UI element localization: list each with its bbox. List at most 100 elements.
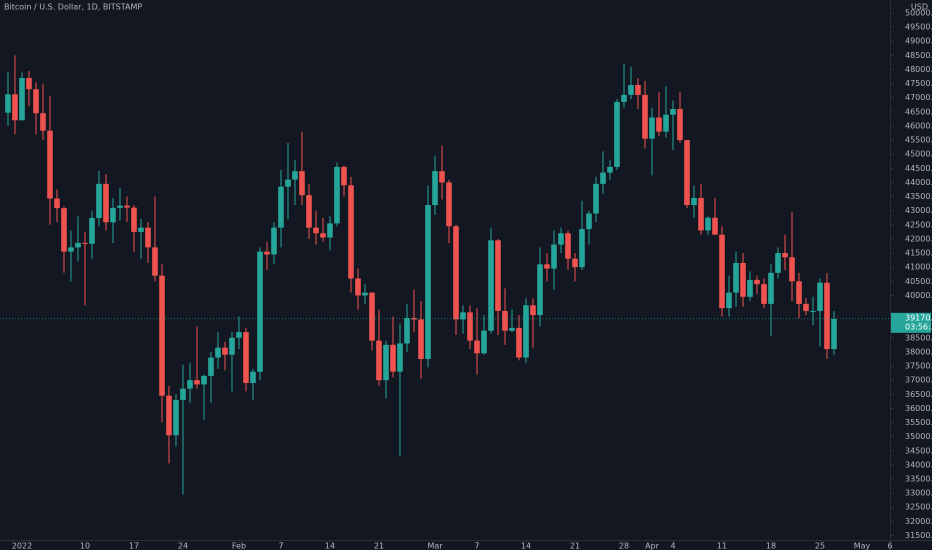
candle-body bbox=[285, 179, 291, 187]
candle-body bbox=[411, 318, 417, 320]
candle-body bbox=[383, 344, 389, 381]
candle-body bbox=[299, 171, 305, 196]
candle-body bbox=[264, 251, 270, 255]
candle-body bbox=[89, 218, 95, 244]
y-tick-label: 41500.00 bbox=[905, 249, 932, 258]
candle-body bbox=[684, 140, 690, 206]
x-tick-label: Feb bbox=[232, 542, 246, 550]
candle-body bbox=[47, 130, 53, 199]
x-tick-label: 2022 bbox=[12, 542, 32, 550]
y-tick-label: 41000.00 bbox=[905, 263, 932, 272]
candle-body bbox=[19, 77, 25, 121]
candle-body bbox=[124, 205, 130, 208]
x-tick-label: May bbox=[854, 542, 871, 550]
y-tick-label: 45500.00 bbox=[905, 136, 932, 145]
candle-body bbox=[180, 388, 186, 400]
y-tick-label: 36000.00 bbox=[905, 404, 932, 413]
candle-body bbox=[670, 109, 676, 115]
candle-body bbox=[138, 227, 144, 232]
x-tick-label: 18 bbox=[766, 542, 776, 550]
y-tick-label: 48500.00 bbox=[905, 51, 932, 60]
candle-body bbox=[761, 284, 767, 304]
candle-body bbox=[810, 310, 816, 312]
candle-body bbox=[635, 85, 641, 95]
y-tick-label: 43000.00 bbox=[905, 206, 932, 215]
y-tick-label: 49000.00 bbox=[905, 37, 932, 46]
candle-body bbox=[68, 247, 74, 252]
candle-body bbox=[82, 242, 88, 244]
y-tick-label: 42000.00 bbox=[905, 234, 932, 243]
candle-body bbox=[320, 233, 326, 238]
y-tick-label: 42500.00 bbox=[905, 220, 932, 229]
x-tick-label: 24 bbox=[178, 542, 188, 550]
y-tick-label: 46000.00 bbox=[905, 121, 932, 130]
candle-body bbox=[691, 197, 697, 206]
candle-body bbox=[712, 217, 718, 235]
candle-body bbox=[75, 242, 81, 248]
candle-body bbox=[96, 183, 102, 219]
candle-body bbox=[607, 166, 613, 173]
candle-body bbox=[565, 233, 571, 259]
x-tick-label: 7 bbox=[474, 542, 479, 550]
candle-body bbox=[663, 114, 669, 132]
candle-body bbox=[40, 113, 46, 131]
candle-body bbox=[348, 185, 354, 279]
y-tick-label: 50000.00 bbox=[905, 8, 932, 17]
candle-body bbox=[271, 227, 277, 255]
x-tick-label: 14 bbox=[521, 542, 531, 550]
candle-body bbox=[278, 186, 284, 228]
y-tick-label: 38500.00 bbox=[905, 333, 932, 342]
candle-body bbox=[754, 279, 760, 285]
y-tick-label: 45000.00 bbox=[905, 150, 932, 159]
candle-body bbox=[803, 303, 809, 311]
y-tick-label: 36500.00 bbox=[905, 390, 932, 399]
candle-body bbox=[250, 371, 256, 383]
candle-body bbox=[642, 94, 648, 139]
candle-body bbox=[677, 109, 683, 141]
candle-body bbox=[586, 213, 592, 230]
candle-body bbox=[530, 305, 536, 316]
candle-body bbox=[481, 330, 487, 354]
x-tick-label: 11 bbox=[717, 542, 727, 550]
candle-body bbox=[516, 327, 522, 358]
candle-body bbox=[418, 319, 424, 359]
candle-body bbox=[579, 229, 585, 268]
candle-body bbox=[740, 262, 746, 297]
x-tick-label: 25 bbox=[815, 542, 825, 550]
candle-body bbox=[768, 272, 774, 304]
candle-body bbox=[649, 117, 655, 139]
y-tick-label: 44000.00 bbox=[905, 178, 932, 187]
y-tick-label: 48000.00 bbox=[905, 65, 932, 74]
x-tick-label: 14 bbox=[325, 542, 335, 550]
candle-body bbox=[173, 399, 179, 436]
x-tick-label: 4 bbox=[670, 542, 675, 550]
candle-body bbox=[432, 171, 438, 206]
candle-body bbox=[614, 101, 620, 167]
y-tick-label: 33500.00 bbox=[905, 474, 932, 483]
candle-body bbox=[446, 182, 452, 227]
candle-body bbox=[131, 207, 137, 232]
x-tick-label: 6 bbox=[887, 542, 892, 550]
candle-body bbox=[222, 347, 228, 355]
y-tick-label: 46500.00 bbox=[905, 107, 932, 116]
candle-body bbox=[551, 244, 557, 269]
x-tick-label: 17 bbox=[129, 542, 139, 550]
candle-body bbox=[404, 318, 410, 344]
candle-body bbox=[229, 337, 235, 355]
candle-body bbox=[26, 77, 32, 90]
y-tick-label: 35000.00 bbox=[905, 432, 932, 441]
candle-body bbox=[390, 344, 396, 372]
candle-body bbox=[5, 94, 11, 113]
candle-body bbox=[145, 227, 151, 248]
candle-body bbox=[817, 282, 823, 311]
chart-title: Bitcoin / U.S. Dollar, 1D, BITSTAMP bbox=[4, 3, 142, 12]
candle-body bbox=[117, 205, 123, 208]
candle-body bbox=[558, 233, 564, 245]
candle-body bbox=[593, 183, 599, 214]
last-price-label: 39170.80 bbox=[905, 313, 932, 322]
y-tick-label: 33000.00 bbox=[905, 489, 932, 498]
y-tick-label: 47500.00 bbox=[905, 79, 932, 88]
candle-body bbox=[544, 264, 550, 269]
candle-body bbox=[152, 247, 158, 276]
